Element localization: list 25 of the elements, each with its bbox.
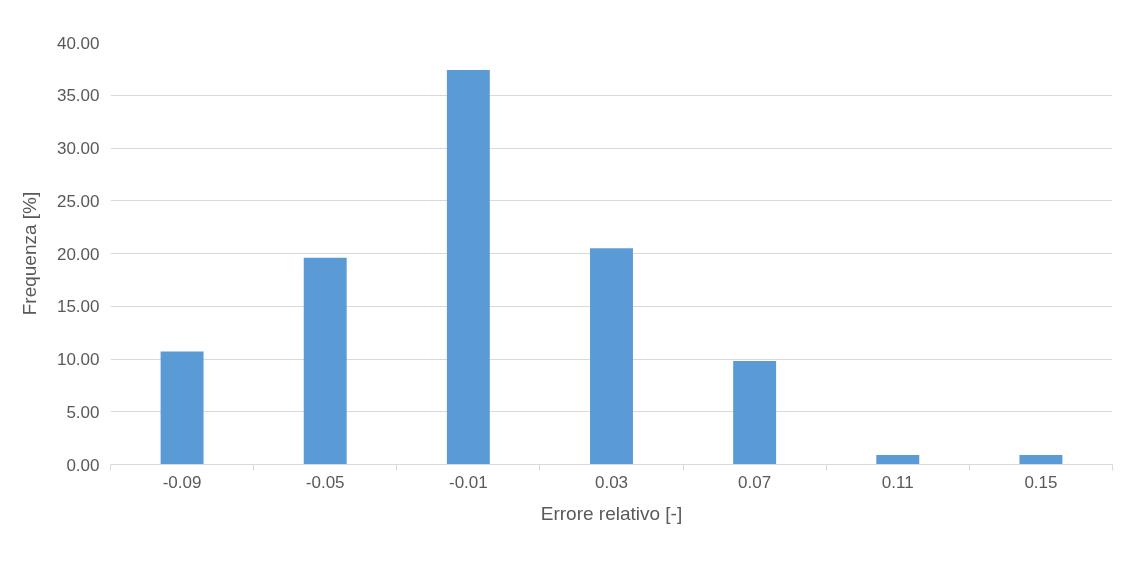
bar bbox=[590, 248, 633, 465]
bar bbox=[1019, 455, 1063, 465]
bar bbox=[160, 351, 204, 465]
y-tick-label: 30.00 bbox=[56, 139, 100, 158]
bar bbox=[733, 361, 777, 465]
bar bbox=[446, 69, 490, 465]
y-tick-label: 5.00 bbox=[66, 402, 100, 422]
y-tick-label: 35.00 bbox=[56, 86, 100, 106]
x-tick-label: -0.05 bbox=[305, 472, 345, 492]
x-tick-label: 0.03 bbox=[594, 472, 629, 492]
y-tick-label: 10.00 bbox=[56, 350, 100, 369]
y-tick-label: 15.00 bbox=[56, 297, 100, 317]
x-tick-label: -0.01 bbox=[448, 472, 488, 492]
x-tick-label: 0.15 bbox=[1024, 472, 1058, 492]
y-tick-label: 20.00 bbox=[56, 244, 100, 264]
x-tick-label: -0.09 bbox=[162, 472, 202, 492]
y-tick-label: 25.00 bbox=[56, 191, 100, 211]
bar bbox=[303, 257, 347, 465]
x-tick-label: 0.11 bbox=[881, 472, 914, 492]
y-tick-label: 0.00 bbox=[66, 455, 100, 475]
y-tick-label: 40.00 bbox=[56, 33, 100, 53]
bar bbox=[876, 455, 920, 465]
y-axis-title: Frequenza [%] bbox=[18, 191, 40, 316]
x-axis-title: Errore relativo [-] bbox=[540, 502, 683, 524]
x-tick-label: 0.07 bbox=[738, 472, 772, 492]
